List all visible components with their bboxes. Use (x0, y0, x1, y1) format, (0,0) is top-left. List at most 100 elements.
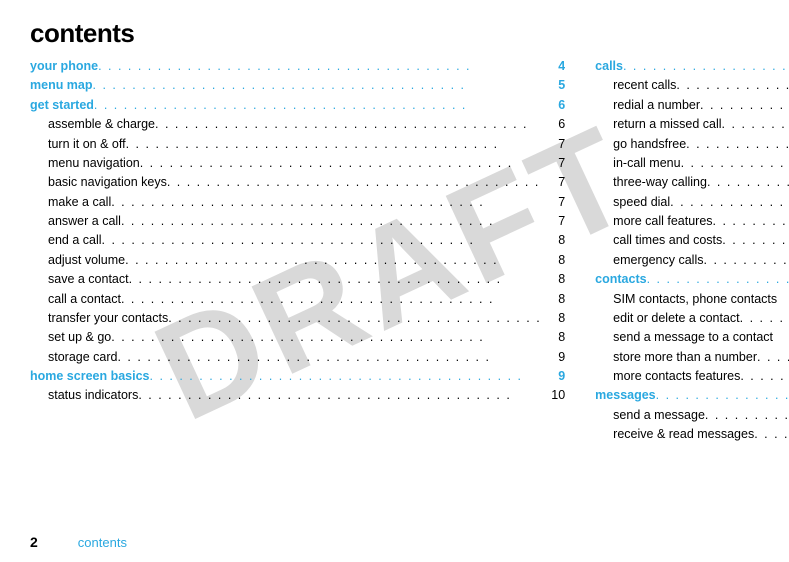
toc-label: call a contact (48, 290, 121, 309)
toc-leader-dots (777, 290, 789, 309)
toc-entry: turn it on & off . . . . . . . . . . . .… (30, 135, 565, 154)
toc-label: receive & read messages (613, 425, 754, 444)
toc-label: basic navigation keys (48, 173, 167, 192)
toc-leader-dots: . . . . . . . . . . . . . . . . . . . . … (670, 193, 789, 212)
toc-leader-dots: . . . . . . . . . . . . . . . . . . . . … (700, 96, 789, 115)
toc-label: calls (595, 57, 623, 76)
footer-section-label: contents (78, 535, 127, 550)
toc-leader-dots: . . . . . . . . . . . . . . . . . . . . … (121, 212, 541, 231)
toc-entry: edit or delete a contact . . . . . . . .… (595, 309, 789, 328)
toc-label: go handsfree (613, 135, 686, 154)
toc-page: 8 (541, 270, 565, 289)
toc-label: SIM contacts, phone contacts (613, 290, 777, 309)
toc-leader-dots: . . . . . . . . . . . . . . . . . . . . … (111, 193, 541, 212)
toc-section: calls . . . . . . . . . . . . . . . . . … (595, 57, 789, 76)
toc-entry: storage card . . . . . . . . . . . . . .… (30, 348, 565, 367)
toc-entry: basic navigation keys . . . . . . . . . … (30, 173, 565, 192)
toc-label: redial a number (613, 96, 700, 115)
content-area: contents your phone . . . . . . . . . . … (0, 0, 789, 445)
toc-leader-dots: . . . . . . . . . . . . . . . . . . . . … (168, 309, 541, 328)
toc-label: contacts (595, 270, 646, 289)
toc-entry: menu navigation . . . . . . . . . . . . … (30, 154, 565, 173)
toc-label: assemble & charge (48, 115, 155, 134)
toc-section: get started . . . . . . . . . . . . . . … (30, 96, 565, 115)
toc-label: status indicators (48, 386, 138, 405)
toc-leader-dots: . . . . . . . . . . . . . . . . . . . . … (155, 115, 541, 134)
toc-page: 9 (541, 348, 565, 367)
toc-leader-dots: . . . . . . . . . . . . . . . . . . . . … (722, 115, 789, 134)
toc-leader-dots: . . . . . . . . . . . . . . . . . . . . … (713, 212, 789, 231)
toc-entry: more call features . . . . . . . . . . .… (595, 212, 789, 231)
toc-leader-dots: . . . . . . . . . . . . . . . . . . . . … (686, 135, 789, 154)
toc-leader-dots: . . . . . . . . . . . . . . . . . . . . … (740, 309, 789, 328)
toc-page: 6 (541, 115, 565, 134)
toc-entry: return a missed call . . . . . . . . . .… (595, 115, 789, 134)
toc-leader-dots: . . . . . . . . . . . . . . . . . . . . … (125, 251, 541, 270)
toc-leader-dots: . . . . . . . . . . . . . . . . . . . . … (111, 328, 541, 347)
toc-entry: three-way calling . . . . . . . . . . . … (595, 173, 789, 192)
toc-label: storage card (48, 348, 117, 367)
toc-leader-dots: . . . . . . . . . . . . . . . . . . . . … (757, 348, 789, 367)
toc-page: 8 (541, 231, 565, 250)
toc-label: emergency calls (613, 251, 703, 270)
toc-entry: call a contact . . . . . . . . . . . . .… (30, 290, 565, 309)
toc-label: recent calls (613, 76, 676, 95)
toc-label: send a message (613, 406, 705, 425)
toc-leader-dots: . . . . . . . . . . . . . . . . . . . . … (129, 270, 542, 289)
toc-label: call times and costs (613, 231, 722, 250)
toc-label: edit or delete a contact (613, 309, 739, 328)
toc-leader-dots: . . . . . . . . . . . . . . . . . . . . … (676, 76, 789, 95)
toc-leader-dots: . . . . . . . . . . . . . . . . . . . . … (117, 348, 541, 367)
toc-label: store more than a number (613, 348, 757, 367)
toc-leader-dots: . . . . . . . . . . . . . . . . . . . . … (121, 290, 541, 309)
toc-label: in-call menu (613, 154, 680, 173)
toc-label: menu navigation (48, 154, 140, 173)
toc-leader-dots: . . . . . . . . . . . . . . . . . . . . … (647, 270, 789, 289)
toc-leader-dots (773, 328, 789, 347)
toc-entry: SIM contacts, phone contacts 15 (595, 290, 789, 309)
toc-leader-dots: . . . . . . . . . . . . . . . . . . . . … (754, 425, 789, 444)
toc-label: your phone (30, 57, 98, 76)
toc-leader-dots: . . . . . . . . . . . . . . . . . . . . … (740, 367, 789, 386)
toc-label: return a missed call (613, 115, 721, 134)
toc-page: 8 (541, 251, 565, 270)
toc-page: 7 (541, 193, 565, 212)
toc-label: messages (595, 386, 655, 405)
toc-label: menu map (30, 76, 93, 95)
toc-entry: adjust volume . . . . . . . . . . . . . … (30, 251, 565, 270)
toc-page: 7 (541, 154, 565, 173)
toc-leader-dots: . . . . . . . . . . . . . . . . . . . . … (722, 231, 789, 250)
toc-entry: status indicators . . . . . . . . . . . … (30, 386, 565, 405)
footer-page-number: 2 (30, 534, 38, 550)
toc-leader-dots: . . . . . . . . . . . . . . . . . . . . … (623, 57, 789, 76)
toc-entry: set up & go . . . . . . . . . . . . . . … (30, 328, 565, 347)
toc-label: save a contact (48, 270, 129, 289)
toc-entry: send a message . . . . . . . . . . . . .… (595, 406, 789, 425)
toc-entry: save a contact . . . . . . . . . . . . .… (30, 270, 565, 289)
toc-entry: answer a call . . . . . . . . . . . . . … (30, 212, 565, 231)
toc-entry: more contacts features . . . . . . . . .… (595, 367, 789, 386)
toc-section: your phone . . . . . . . . . . . . . . .… (30, 57, 565, 76)
toc-label: answer a call (48, 212, 121, 231)
toc-page: 7 (541, 135, 565, 154)
toc-entry: send a message to a contact 15 (595, 328, 789, 347)
toc-leader-dots: . . . . . . . . . . . . . . . . . . . . … (102, 231, 542, 250)
toc-entry: assemble & charge . . . . . . . . . . . … (30, 115, 565, 134)
toc-page: 4 (541, 57, 565, 76)
toc-column: your phone . . . . . . . . . . . . . . .… (30, 57, 565, 445)
toc-leader-dots: . . . . . . . . . . . . . . . . . . . . … (126, 135, 542, 154)
toc-section: menu map . . . . . . . . . . . . . . . .… (30, 76, 565, 95)
toc-entry: go handsfree . . . . . . . . . . . . . .… (595, 135, 789, 154)
toc-entry: end a call . . . . . . . . . . . . . . .… (30, 231, 565, 250)
toc-section: messages . . . . . . . . . . . . . . . .… (595, 386, 789, 405)
toc-page: 8 (541, 309, 565, 328)
toc-leader-dots: . . . . . . . . . . . . . . . . . . . . … (94, 96, 541, 115)
toc-leader-dots: . . . . . . . . . . . . . . . . . . . . … (704, 251, 789, 270)
toc-label: more contacts features (613, 367, 740, 386)
toc-label: more call features (613, 212, 712, 231)
toc-label: speed dial (613, 193, 670, 212)
toc-section: home screen basics . . . . . . . . . . .… (30, 367, 565, 386)
toc-label: home screen basics (30, 367, 150, 386)
toc-leader-dots: . . . . . . . . . . . . . . . . . . . . … (138, 386, 541, 405)
toc-label: make a call (48, 193, 111, 212)
